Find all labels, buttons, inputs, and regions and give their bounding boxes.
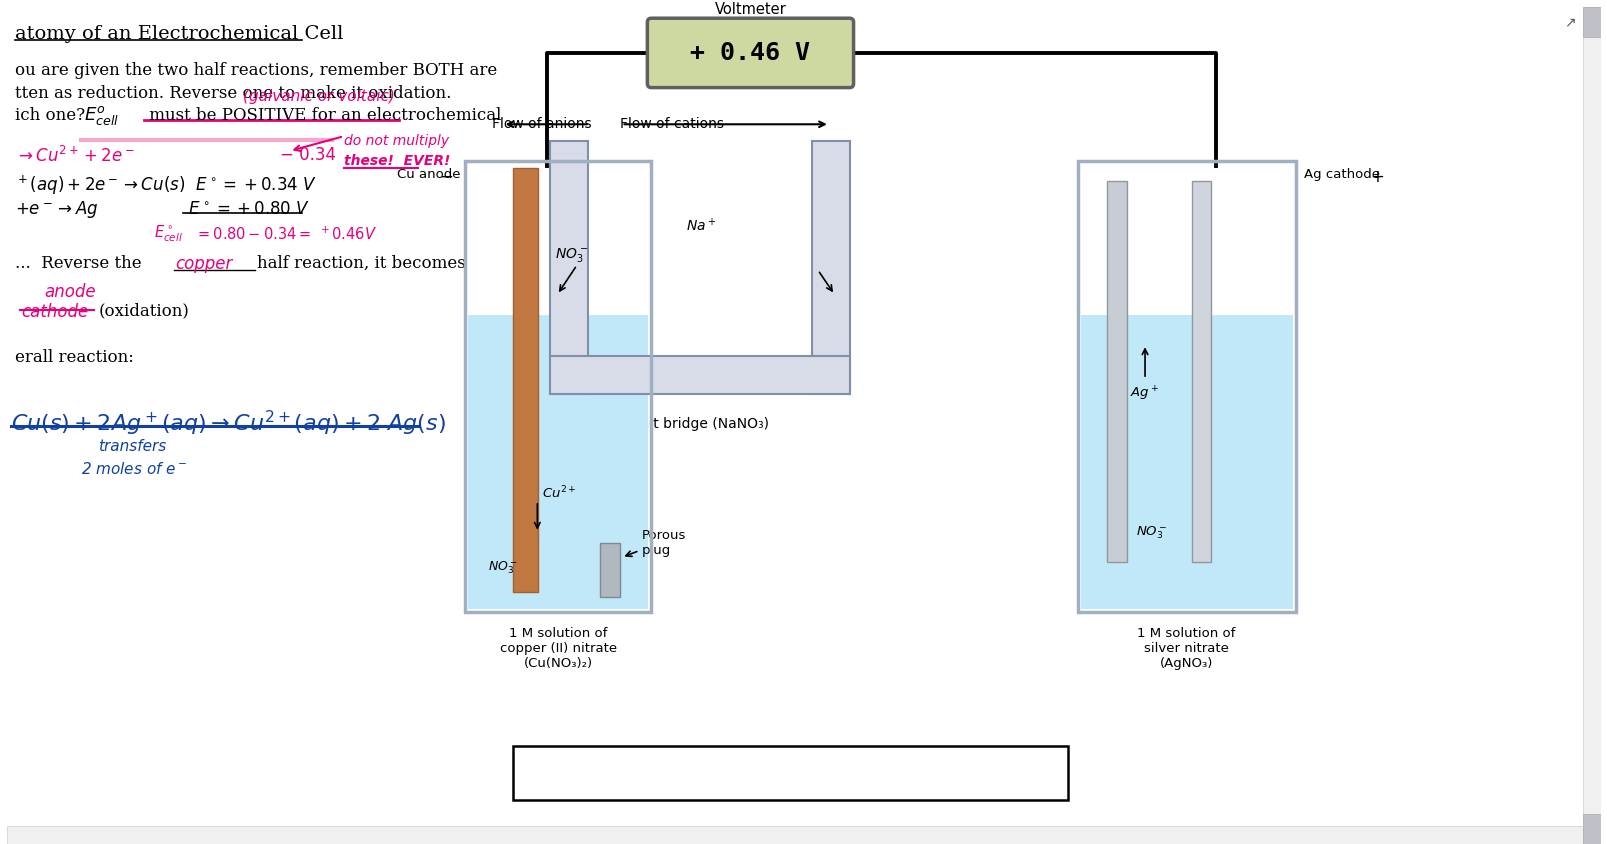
Text: $^+(aq)+2e^-\rightarrow Cu(s)\ \ E^\circ=+0.34\ V$: $^+(aq)+2e^-\rightarrow Cu(s)\ \ E^\circ…: [14, 174, 317, 197]
Text: $= 0.80-0.34=\ ^+0.46V$: $= 0.80-0.34=\ ^+0.46V$: [194, 225, 378, 243]
Bar: [6, 826, 1583, 844]
Text: Porous
plug: Porous plug: [641, 528, 685, 557]
Text: + 0.46 V: + 0.46 V: [689, 41, 810, 65]
Bar: [1107, 181, 1127, 562]
Text: (oxidation): (oxidation): [98, 303, 190, 320]
Bar: [599, 543, 619, 598]
Text: do not multiply: do not multiply: [344, 134, 448, 149]
Text: half reaction, it becomes: half reaction, it becomes: [257, 255, 466, 272]
Text: 2 moles of $e^-$: 2 moles of $e^-$: [82, 462, 188, 478]
Text: erall reaction:: erall reaction:: [14, 349, 133, 366]
FancyBboxPatch shape: [648, 19, 853, 88]
Bar: [1583, 8, 1601, 37]
Bar: [1080, 315, 1292, 609]
Text: Cu anode: Cu anode: [397, 168, 460, 181]
Text: $NO_3^-$: $NO_3^-$: [487, 560, 517, 576]
Text: 1 M solution of
silver nitrate
(AgNO₃): 1 M solution of silver nitrate (AgNO₃): [1136, 627, 1236, 670]
Text: ou are given the two half reactions, remember BOTH are: ou are given the two half reactions, rem…: [14, 62, 497, 78]
Text: copper: copper: [175, 255, 233, 273]
FancyBboxPatch shape: [550, 141, 588, 394]
Text: cathode: cathode: [21, 303, 88, 321]
Text: atomy of an Electrochemical Cell: atomy of an Electrochemical Cell: [14, 25, 342, 43]
Text: $Na^+$: $Na^+$: [685, 217, 715, 234]
Text: Flow of anions: Flow of anions: [492, 117, 591, 132]
Bar: [464, 161, 651, 612]
Text: $NO_3^-$: $NO_3^-$: [1136, 524, 1167, 541]
Text: transfers: transfers: [98, 439, 166, 453]
Text: $E^\circ_{cell}$: $E^\circ_{cell}$: [154, 224, 182, 244]
Text: +: +: [1369, 168, 1384, 186]
Text: ...  Reverse the: ... Reverse the: [14, 255, 146, 272]
FancyBboxPatch shape: [812, 141, 848, 394]
Bar: [513, 746, 1067, 800]
Bar: [1583, 8, 1601, 844]
Text: Salt bridge (NaNO₃): Salt bridge (NaNO₃): [632, 417, 768, 430]
Bar: [1191, 181, 1210, 562]
Text: Ag cathode: Ag cathode: [1303, 168, 1379, 181]
Bar: [1583, 814, 1601, 844]
Text: ich one?: ich one?: [14, 107, 90, 124]
FancyBboxPatch shape: [550, 356, 848, 394]
Text: $Cu(s)+2Ag^+(aq)\rightarrow Cu^{2+}(aq)+2\ Ag(s)$: $Cu(s)+2Ag^+(aq)\rightarrow Cu^{2+}(aq)+…: [11, 408, 445, 438]
Text: $\rightarrow Cu^{2+}+2e^-$: $\rightarrow Cu^{2+}+2e^-$: [14, 146, 135, 166]
Text: −: −: [439, 168, 453, 186]
Bar: [468, 315, 648, 609]
Text: Flow of cations: Flow of cations: [619, 117, 723, 132]
Text: these!  EVER!: these! EVER!: [344, 154, 450, 168]
Text: anode: anode: [45, 283, 96, 301]
Text: $E^o_{cell}$: $E^o_{cell}$: [84, 105, 119, 127]
Text: 1 M solution of
copper (II) nitrate
(Cu(NO₃)₂): 1 M solution of copper (II) nitrate (Cu(…: [500, 627, 617, 670]
Bar: [1077, 161, 1295, 612]
Text: − 0.34: − 0.34: [280, 146, 336, 164]
Text: NO line notation on the AP Chem exam!: NO line notation on the AP Chem exam!: [591, 764, 988, 782]
Text: $+e^-\rightarrow Ag\ \ \ \ \ \ \ \ \ \ \ \ \ \ \ \ \ E^\circ=+0.80\ V$: $+e^-\rightarrow Ag\ \ \ \ \ \ \ \ \ \ \…: [14, 198, 310, 219]
Text: (galvanic or voltaic): (galvanic or voltaic): [243, 89, 395, 104]
Text: tten as reduction. Reverse one to make it oxidation.: tten as reduction. Reverse one to make i…: [14, 84, 452, 101]
Text: must be POSITIVE for an electrochemical: must be POSITIVE for an electrochemical: [143, 107, 501, 124]
Text: $Ag^+$: $Ag^+$: [1130, 385, 1159, 403]
Text: $NO_3^-$: $NO_3^-$: [554, 246, 588, 264]
Text: ↗: ↗: [1562, 15, 1575, 30]
Bar: [513, 168, 538, 592]
Text: Voltmeter: Voltmeter: [714, 3, 786, 17]
Text: $Cu^{2+}$: $Cu^{2+}$: [542, 484, 577, 501]
